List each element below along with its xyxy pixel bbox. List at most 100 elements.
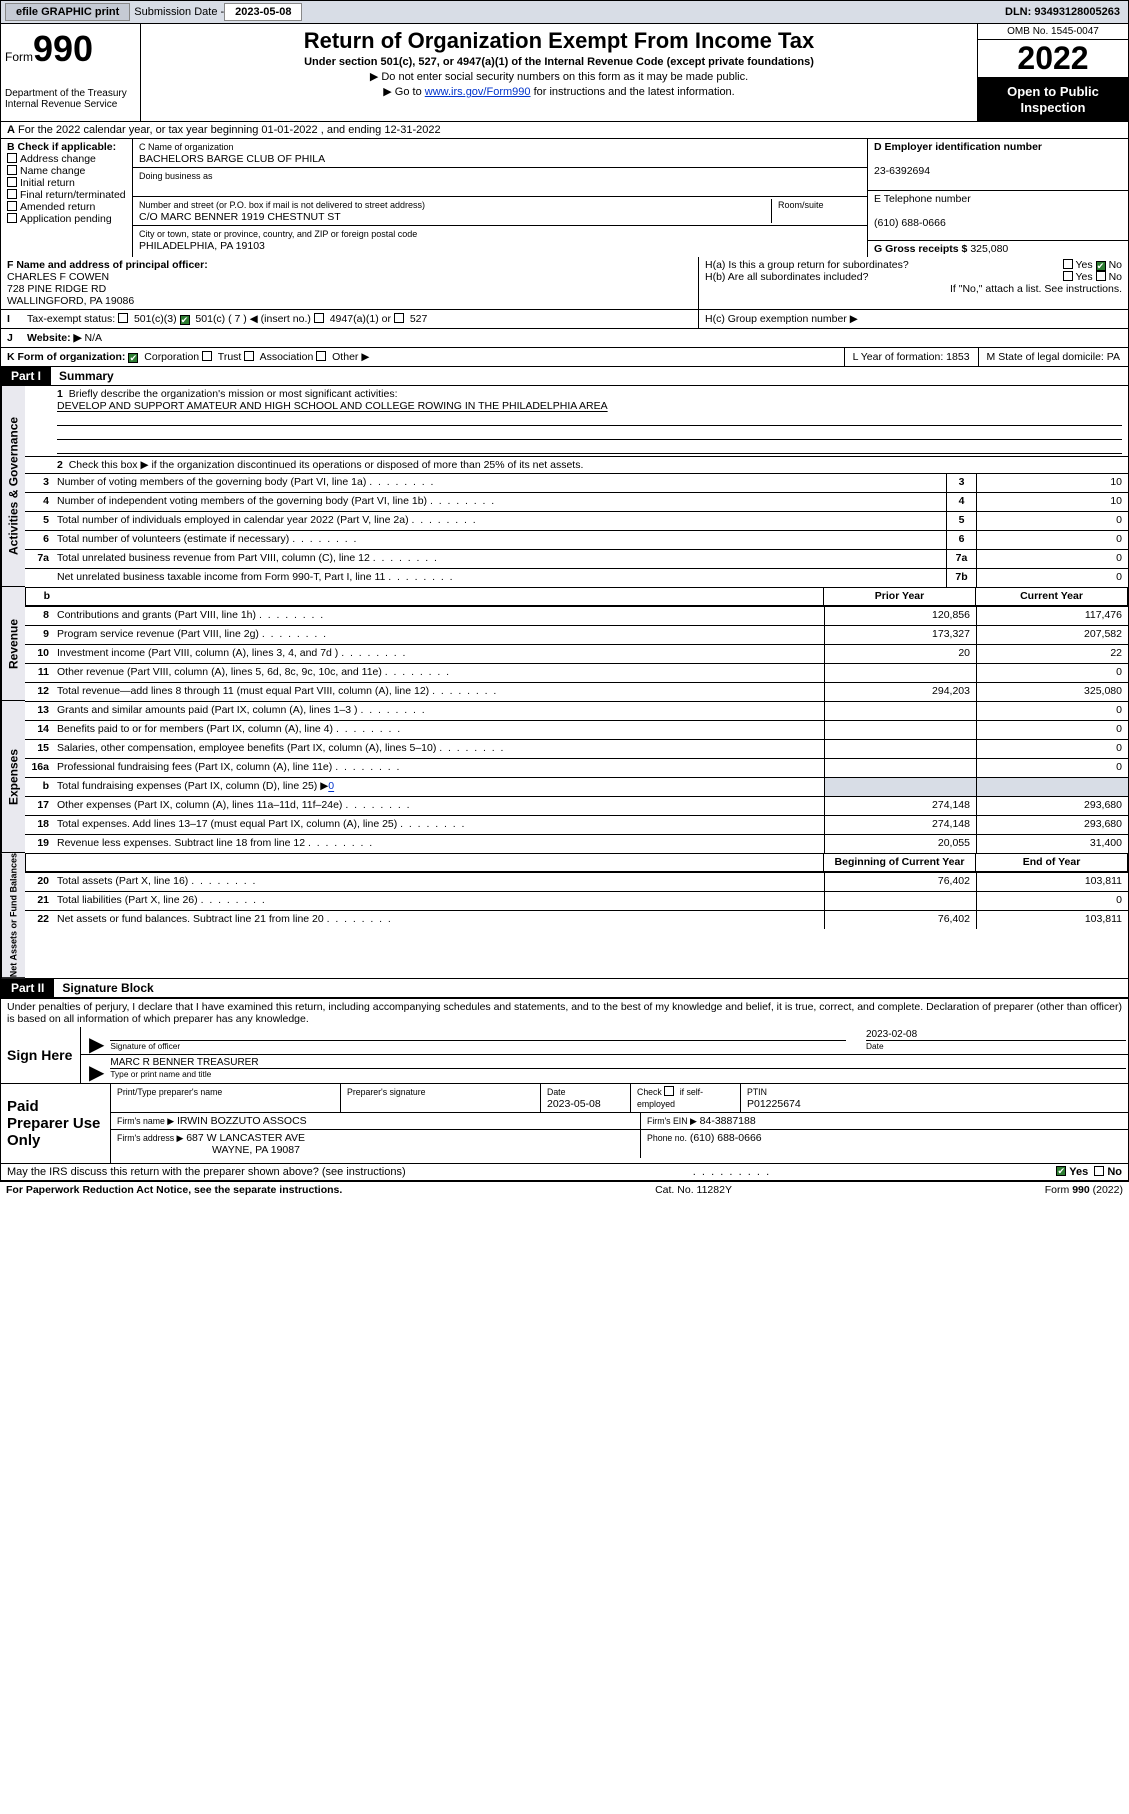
cbx-self-employed[interactable] [664, 1086, 674, 1096]
website-value: N/A [84, 332, 102, 344]
row-desc: Benefits paid to or for members (Part IX… [53, 721, 824, 739]
row-curr: 103,811 [976, 873, 1128, 891]
row-prior [824, 759, 976, 777]
firm-phone-label: Phone no. [647, 1133, 687, 1143]
checkbox-initial[interactable] [7, 177, 17, 187]
open-public-2: Inspection [982, 100, 1124, 116]
cbx-4947[interactable] [314, 313, 324, 323]
entity-block: B Check if applicable: Address change Na… [0, 139, 1129, 257]
officer-addr2: WALLINGFORD, PA 19086 [7, 295, 134, 307]
checkbox-final[interactable] [7, 189, 17, 199]
checkbox-name-change[interactable] [7, 165, 17, 175]
hb-no[interactable] [1096, 271, 1106, 281]
label-i: I [1, 310, 21, 328]
v-16b-c [976, 778, 1128, 796]
row-prior: 20,055 [824, 835, 976, 853]
ein: 23-6392694 [874, 165, 930, 177]
row-key: 7b [946, 569, 976, 587]
cbx-assoc[interactable] [244, 351, 254, 361]
cbx-527[interactable] [394, 313, 404, 323]
link-suffix: for instructions and the latest informat… [531, 86, 735, 98]
checkbox-app-pending[interactable] [7, 213, 17, 223]
firm-ein-label: Firm's EIN ▶ [647, 1116, 697, 1126]
cbx-other[interactable] [316, 351, 326, 361]
row-desc: Total expenses. Add lines 13–17 (must eq… [53, 816, 824, 834]
hb-yes[interactable] [1063, 271, 1073, 281]
gross-receipts: 325,080 [970, 243, 1008, 255]
cbx-trust[interactable] [202, 351, 212, 361]
row-prior: 274,148 [824, 816, 976, 834]
row-desc: Contributions and grants (Part VIII, lin… [53, 607, 824, 625]
footer-left: For Paperwork Reduction Act Notice, see … [6, 1184, 342, 1196]
opt-pending: Application pending [20, 213, 112, 225]
firm-addr2: WAYNE, PA 19087 [212, 1144, 300, 1156]
row-num: 13 [25, 702, 53, 720]
row-curr: 22 [976, 645, 1128, 663]
row-prior [824, 892, 976, 910]
website-row: J Website: ▶ N/A [0, 329, 1129, 348]
instructions-link[interactable]: www.irs.gov/Form990 [425, 86, 531, 98]
row-prior [824, 721, 976, 739]
row-desc: Net unrelated business taxable income fr… [53, 569, 946, 587]
part-ii-header: Part II Signature Block [0, 979, 1129, 998]
ha-no[interactable] [1096, 261, 1106, 271]
row-curr: 293,680 [976, 816, 1128, 834]
row-key: 4 [946, 493, 976, 511]
officer-name: CHARLES F COWEN [7, 271, 109, 283]
row-desc: Total revenue—add lines 8 through 11 (mu… [53, 683, 824, 701]
cbx-corp[interactable] [128, 353, 138, 363]
row-desc: Total liabilities (Part X, line 26) [53, 892, 824, 910]
row-curr: 293,680 [976, 797, 1128, 815]
row-prior [824, 702, 976, 720]
hb-note: If "No," attach a list. See instructions… [705, 283, 1122, 295]
col-current: Current Year [975, 588, 1127, 605]
sig-officer-label: Signature of officer [110, 1041, 180, 1051]
row-prior [824, 664, 976, 682]
ha-yes[interactable] [1063, 259, 1073, 269]
submission-date: 2023-05-08 [224, 3, 302, 21]
form-org-row: K Form of organization: Corporation Trus… [0, 348, 1129, 367]
checkbox-amended[interactable] [7, 201, 17, 211]
opt-name: Name change [20, 165, 85, 177]
row-desc: Number of voting members of the governin… [53, 474, 946, 492]
row-num: 16a [25, 759, 53, 777]
footer-form: 990 [1072, 1184, 1090, 1196]
line2-text: Check this box ▶ if the organization dis… [69, 459, 584, 471]
row-curr: 207,582 [976, 626, 1128, 644]
label-j: J [1, 329, 21, 347]
discuss-yes[interactable] [1056, 1166, 1066, 1176]
row-curr: 0 [976, 892, 1128, 910]
row-val: 0 [976, 569, 1128, 587]
firm-name-label: Firm's name ▶ [117, 1116, 174, 1126]
row-num: 19 [25, 835, 53, 853]
row-num: 9 [25, 626, 53, 644]
street-label: Number and street (or P.O. box if mail i… [139, 200, 425, 210]
row-key: 5 [946, 512, 976, 530]
row-curr: 0 [976, 702, 1128, 720]
prep-ptin-label: PTIN [747, 1087, 767, 1097]
row-desc: Revenue less expenses. Subtract line 18 … [53, 835, 824, 853]
row-val: 0 [976, 512, 1128, 530]
discuss-no[interactable] [1094, 1166, 1104, 1176]
cbx-501c[interactable] [180, 315, 190, 325]
opt-527: 527 [410, 313, 428, 325]
officer-block: F Name and address of principal officer:… [0, 257, 1129, 310]
arrow-icon: ▶ [89, 1038, 104, 1052]
hc-label: H(c) Group exemption number ▶ [698, 310, 1128, 328]
page-footer: For Paperwork Reduction Act Notice, see … [0, 1181, 1129, 1198]
row-num: 3 [25, 474, 53, 492]
efile-print-button[interactable]: efile GRAPHIC print [5, 3, 130, 21]
row-curr: 0 [976, 721, 1128, 739]
sign-here-block: Sign Here ▶ Signature of officer 2023-02… [0, 1027, 1129, 1084]
checkbox-address-change[interactable] [7, 153, 17, 163]
row-key: 6 [946, 531, 976, 549]
d-ein-label: D Employer identification number [874, 141, 1042, 153]
k-label: K Form of organization: [7, 351, 125, 363]
row-num: 6 [25, 531, 53, 549]
period-text: For the 2022 calendar year, or tax year … [18, 124, 441, 136]
row-num: 15 [25, 740, 53, 758]
phone: (610) 688-0666 [874, 217, 946, 229]
opt-501c: 501(c) ( 7 ) ◀ (insert no.) [195, 313, 310, 325]
row-prior [824, 740, 976, 758]
cbx-501c3[interactable] [118, 313, 128, 323]
